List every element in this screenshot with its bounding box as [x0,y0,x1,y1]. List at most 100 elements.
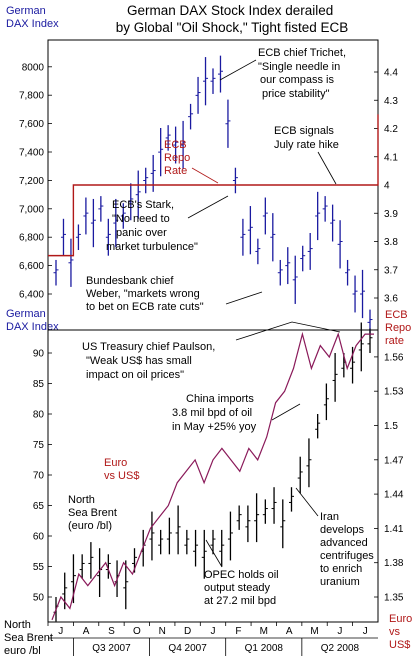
month-label-0: J [58,626,63,637]
annotation-opec-pointer [205,539,223,568]
repo-tick-7: 4.3 [384,96,398,107]
annotation-iran-3: advanced [320,537,368,549]
month-label-1: A [83,626,90,637]
repo-tick-8: 4.4 [384,68,398,79]
bottom-left-tick-labels: 50 55 60 65 70 75 80 85 90 [33,349,52,604]
annotation-stark-4: market turbulence" [106,241,198,253]
annotation-iran-1: Iran [320,511,339,523]
annotation-trichet-4: price stability" [262,88,330,100]
annotation-ecb-repo-pointer [191,167,219,184]
annotation-ecb-repo-1: ECB [164,139,187,151]
mid-right-axis-label-3: rate [385,335,404,347]
month-label-6: J [211,626,216,637]
bottom-right-tick-labels: 1.35 1.38 1.41 1.44 1.47 1.5 1.53 1.56 [374,352,404,604]
annotation-opec-3: at 27.2 mil bpd [204,595,276,607]
annotation-paulson-1: US Treasury chief Paulson, [82,341,215,353]
annotation-weber-2: Weber, "markets wrong [86,288,200,300]
annotation-iran-5: to enrich [320,563,362,575]
annotation-china-1: China imports [186,393,254,405]
bottom-left-axis-label-1: North [4,619,31,631]
bottom-right-axis-label-1: Euro [389,613,412,625]
month-label-12: J [363,626,368,637]
annotation-paulson-pointer [235,321,341,341]
annotation-iran-4: centrifuges [320,550,374,562]
annotation-ecb-signals-1: ECB signals [274,125,334,137]
annotation-ecb-signals: ECB signals July rate hike [274,125,339,151]
euro-tick-1: 1.38 [384,558,404,569]
annotation-stark-pointer [187,195,229,219]
brent-tick-1: 55 [33,562,45,573]
mid-right-axis-label: ECB Repo rate [385,309,414,347]
annotation-ecb-signals-pointer [317,151,337,185]
month-label-4: N [159,626,166,637]
annotation-weber-1: Bundesbank chief [86,275,174,287]
dax-tick-7: 7,800 [19,91,44,102]
repo-tick-2: 3.8 [384,237,398,248]
annotation-iran-2: develops [320,524,365,536]
euro-tick-6: 1.53 [384,387,404,398]
annotation-weber-3: to bet on ECB rate cuts" [86,301,204,313]
month-label-11: J [337,626,342,637]
month-label-5: D [184,626,191,637]
annotation-paulson-3: impact on oil prices" [86,369,184,381]
dax-tick-1: 6,600 [19,261,44,272]
mid-right-axis-label-2: Repo [385,322,411,334]
brent-tick-7: 85 [33,379,45,390]
bottom-right-axis-label-3: US$ [389,639,410,651]
annotation-stark-1: ECB's Stark, [112,199,174,211]
chart-title: German DAX Stock Index derailed by Globa… [116,3,348,35]
brent-tick-4: 70 [33,471,45,482]
dax-series [53,55,373,336]
month-label-10: M [310,626,318,637]
annotation-stark: ECB's Stark, "No need to panic over mark… [106,199,198,253]
euro-tick-3: 1.44 [384,490,404,501]
top-left-tick-labels: 6,400 6,600 6,800 7,000 7,200 7,400 7,600 7,800… [19,62,52,301]
top-left-axis-label: German DAX Index [6,5,59,30]
euro-tick-4: 1.47 [384,455,404,466]
dax-tick-6: 7,600 [19,119,44,130]
title-line-2: by Global "Oil Shock," Tight fisted ECB [116,20,348,35]
repo-tick-5: 4.1 [384,152,398,163]
annotation-weber: Bundesbank chief Weber, "markets wrong t… [86,275,204,313]
bottom-right-axis-label: Euro vs US$ [389,613,415,651]
dax-tick-0: 6,400 [19,290,44,301]
top-left-axis-label-1: German [6,5,46,17]
annotation-weber-pointer [225,291,263,305]
euro-tick-7: 1.56 [384,352,404,363]
euro-tick-2: 1.41 [384,524,404,535]
annotation-ecb-signals-2: July rate hike [274,139,339,151]
annotation-euro-vs-usd: Euro vs US$ [104,457,139,482]
annotation-opec: OPEC holds oil output steady at 27.2 mil… [204,569,282,607]
bottom-left-axis-label: North Sea Brent euro /bl [4,619,56,657]
annotation-china-2: 3.8 mil bpd of oil [172,407,252,419]
annotation-ecb-repo-2: Repo [164,152,190,164]
title-line-1: German DAX Stock Index derailed [127,3,333,18]
annotation-stark-3: panic over [116,227,167,239]
annotation-iran: Iran develops advanced centrifuges to en… [320,511,377,588]
brent-tick-8: 90 [33,349,45,360]
annotation-brent: North Sea Brent (euro /bl) [68,494,120,532]
month-label-9: A [286,626,293,637]
annotation-opec-1: OPEC holds oil [204,569,279,581]
brent-tick-2: 60 [33,532,45,543]
repo-tick-3: 3.9 [384,209,398,220]
brent-tick-6: 80 [33,410,45,421]
repo-tick-0: 3.6 [384,294,398,305]
annotation-ecb-repo-rate: ECB Repo Rate [164,139,193,177]
annotation-iran-pointer [295,487,319,517]
quarter-label-1: Q4 2007 [168,643,207,654]
annotation-china: China imports 3.8 mil bpd of oil in May … [172,393,257,433]
annotation-trichet-1: ECB chief Trichet, [258,47,346,59]
annotation-trichet-2: "Single needle in [258,61,340,73]
annotation-trichet: ECB chief Trichet, "Single needle in our… [258,47,349,100]
brent-tick-3: 65 [33,501,45,512]
annotation-trichet-3: our compass is [260,74,334,86]
mid-left-axis-label-2: DAX Index [6,321,59,333]
annotation-brent-2: Sea Brent [68,507,117,519]
euro-usd-line [51,331,374,621]
quarter-label-0: Q3 2007 [92,643,131,654]
annotation-opec-2: output steady [204,582,271,594]
month-label-8: M [260,626,268,637]
